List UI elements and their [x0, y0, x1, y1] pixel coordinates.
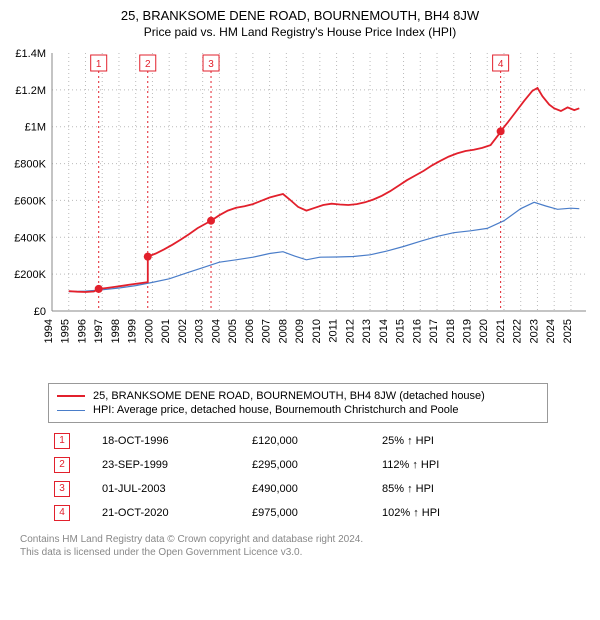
- svg-text:2014: 2014: [378, 319, 390, 343]
- svg-text:2: 2: [145, 59, 151, 70]
- legend: 25, BRANKSOME DENE ROAD, BOURNEMOUTH, BH…: [48, 383, 548, 423]
- sale-price: £295,000: [246, 453, 376, 477]
- svg-text:3: 3: [208, 59, 214, 70]
- svg-text:1999: 1999: [127, 319, 139, 343]
- svg-text:2018: 2018: [445, 319, 457, 343]
- svg-text:2000: 2000: [143, 319, 155, 343]
- svg-text:1997: 1997: [93, 319, 105, 343]
- chart-subtitle: Price paid vs. HM Land Registry's House …: [8, 25, 592, 39]
- sale-number: 2: [54, 457, 70, 473]
- svg-text:2013: 2013: [361, 319, 373, 343]
- legend-row-blue: HPI: Average price, detached house, Bour…: [57, 404, 539, 416]
- svg-text:2001: 2001: [160, 319, 172, 343]
- svg-text:2006: 2006: [244, 319, 256, 343]
- svg-text:1: 1: [96, 59, 102, 70]
- sale-delta: 25% ↑ HPI: [376, 429, 548, 453]
- table-row: 2 23-SEP-1999£295,000112% ↑ HPI: [48, 453, 548, 477]
- svg-text:£1.2M: £1.2M: [15, 85, 46, 97]
- svg-text:2017: 2017: [428, 319, 440, 343]
- sale-date: 21-OCT-2020: [96, 501, 246, 525]
- sale-delta: 85% ↑ HPI: [376, 477, 548, 501]
- svg-text:2009: 2009: [294, 319, 306, 343]
- sale-price: £120,000: [246, 429, 376, 453]
- sale-number: 1: [54, 433, 70, 449]
- svg-text:£0: £0: [34, 306, 46, 318]
- svg-text:2011: 2011: [328, 319, 340, 343]
- svg-text:£200K: £200K: [14, 269, 46, 281]
- sale-price: £975,000: [246, 501, 376, 525]
- svg-text:4: 4: [498, 59, 504, 70]
- sale-delta: 112% ↑ HPI: [376, 453, 548, 477]
- legend-swatch-red: [57, 395, 85, 397]
- footer-line-1: Contains HM Land Registry data © Crown c…: [20, 533, 592, 546]
- footer-line-2: This data is licensed under the Open Gov…: [20, 546, 592, 559]
- svg-text:£400K: £400K: [14, 232, 46, 244]
- svg-text:2015: 2015: [395, 319, 407, 343]
- sale-date: 01-JUL-2003: [96, 477, 246, 501]
- svg-text:£800K: £800K: [14, 159, 46, 171]
- sale-number: 3: [54, 481, 70, 497]
- svg-text:1994: 1994: [43, 319, 55, 343]
- legend-label-blue: HPI: Average price, detached house, Bour…: [93, 404, 458, 416]
- svg-text:2022: 2022: [512, 319, 524, 343]
- table-row: 4 21-OCT-2020£975,000102% ↑ HPI: [48, 501, 548, 525]
- table-row: 1 18-OCT-1996£120,00025% ↑ HPI: [48, 429, 548, 453]
- table-row: 3 01-JUL-2003£490,00085% ↑ HPI: [48, 477, 548, 501]
- svg-text:2021: 2021: [495, 319, 507, 343]
- sale-date: 23-SEP-1999: [96, 453, 246, 477]
- svg-text:2010: 2010: [311, 319, 323, 343]
- svg-text:2003: 2003: [194, 319, 206, 343]
- sale-date: 18-OCT-1996: [96, 429, 246, 453]
- footer: Contains HM Land Registry data © Crown c…: [20, 533, 592, 559]
- svg-text:£600K: £600K: [14, 195, 46, 207]
- svg-text:2020: 2020: [478, 319, 490, 343]
- svg-text:1998: 1998: [110, 319, 122, 343]
- legend-label-red: 25, BRANKSOME DENE ROAD, BOURNEMOUTH, BH…: [93, 390, 485, 402]
- svg-text:2007: 2007: [261, 319, 273, 343]
- svg-text:2012: 2012: [344, 319, 356, 343]
- sales-table: 1 18-OCT-1996£120,00025% ↑ HPI 2 23-SEP-199…: [48, 429, 548, 525]
- sale-number: 4: [54, 505, 70, 521]
- svg-text:2019: 2019: [461, 319, 473, 343]
- svg-text:£1M: £1M: [25, 122, 46, 134]
- svg-text:2025: 2025: [562, 319, 574, 343]
- svg-text:2016: 2016: [411, 319, 423, 343]
- svg-text:2008: 2008: [277, 319, 289, 343]
- svg-text:2024: 2024: [545, 319, 557, 343]
- svg-text:2023: 2023: [528, 319, 540, 343]
- sale-delta: 102% ↑ HPI: [376, 501, 548, 525]
- svg-text:£1.4M: £1.4M: [15, 48, 46, 60]
- sale-price: £490,000: [246, 477, 376, 501]
- svg-text:1996: 1996: [76, 319, 88, 343]
- svg-text:2002: 2002: [177, 319, 189, 343]
- svg-text:2005: 2005: [227, 319, 239, 343]
- svg-text:2004: 2004: [210, 319, 222, 343]
- legend-row-red: 25, BRANKSOME DENE ROAD, BOURNEMOUTH, BH…: [57, 390, 539, 402]
- chart-plot: £0 £200K £400K £600K £800K £1M £1.2M £1.4M 1994 1…: [8, 47, 592, 377]
- legend-swatch-blue: [57, 410, 85, 411]
- chart-title: 25, BRANKSOME DENE ROAD, BOURNEMOUTH, BH…: [8, 8, 592, 23]
- chart-container: 25, BRANKSOME DENE ROAD, BOURNEMOUTH, BH…: [0, 0, 600, 565]
- svg-text:1995: 1995: [60, 319, 72, 343]
